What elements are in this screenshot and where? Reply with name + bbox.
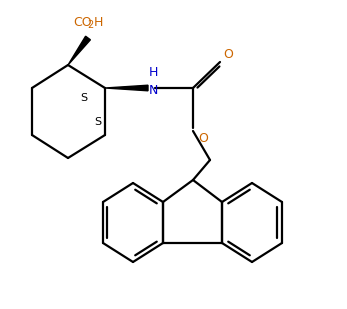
Text: H: H: [93, 15, 103, 28]
Text: O: O: [223, 49, 233, 61]
Text: 2: 2: [87, 20, 93, 30]
Text: S: S: [94, 117, 102, 127]
Text: S: S: [81, 93, 87, 103]
Text: H: H: [148, 66, 158, 79]
Text: CO: CO: [74, 15, 92, 28]
Text: N: N: [148, 83, 158, 96]
Text: O: O: [198, 132, 208, 145]
Polygon shape: [68, 36, 91, 65]
Polygon shape: [105, 85, 148, 91]
